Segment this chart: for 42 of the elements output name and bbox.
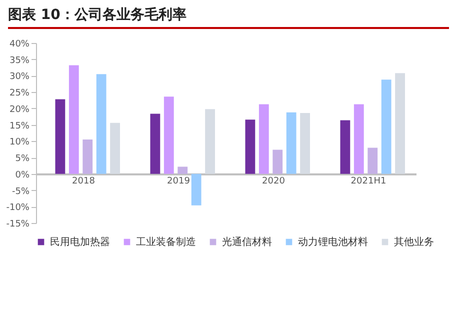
bar [381, 80, 392, 174]
bar [368, 148, 378, 174]
bar [178, 166, 188, 174]
legend-label: 其他业务 [394, 236, 434, 248]
x-tick-label: 2020 [262, 176, 286, 186]
bar [82, 140, 93, 174]
legend-label: 光通信材料 [222, 236, 272, 248]
y-tick-label: -5% [12, 186, 30, 197]
bar [205, 109, 215, 174]
y-tick-label: 10% [9, 138, 30, 148]
y-tick-label: -15% [6, 220, 30, 230]
x-tick-label: 2021H1 [350, 176, 386, 186]
bar [300, 113, 310, 174]
y-tick-label: 20% [9, 104, 30, 115]
y-tick-label: 25% [9, 88, 30, 99]
y-tick-label: 40% [9, 40, 30, 50]
x-tick-label: 2019 [167, 176, 190, 186]
y-tick-label: 30% [9, 72, 30, 82]
bar [164, 96, 174, 174]
legend-label: 民用电加热器 [50, 236, 110, 248]
chart-title: 图表 10：公司各业务毛利率 [8, 6, 449, 29]
x-tick-label: 2018 [72, 176, 96, 186]
bar [286, 112, 296, 174]
bar [191, 174, 202, 206]
y-tick-label: 0% [15, 170, 30, 180]
y-tick-label: -10% [6, 203, 30, 214]
y-tick-label: 35% [9, 56, 30, 66]
legend-label: 工业装备制造 [136, 236, 196, 248]
bar [258, 104, 269, 174]
bar [150, 114, 160, 174]
bar [96, 74, 106, 174]
bar [245, 120, 256, 174]
bar [110, 122, 120, 174]
legend-label: 动力锂电池材料 [298, 236, 368, 248]
bar [354, 104, 364, 174]
bar [68, 65, 79, 174]
bar [272, 150, 283, 174]
bar [395, 73, 405, 174]
bar [55, 99, 66, 174]
y-tick-label: 5% [15, 154, 30, 164]
bar [340, 120, 350, 174]
y-tick-label: 15% [9, 121, 30, 132]
